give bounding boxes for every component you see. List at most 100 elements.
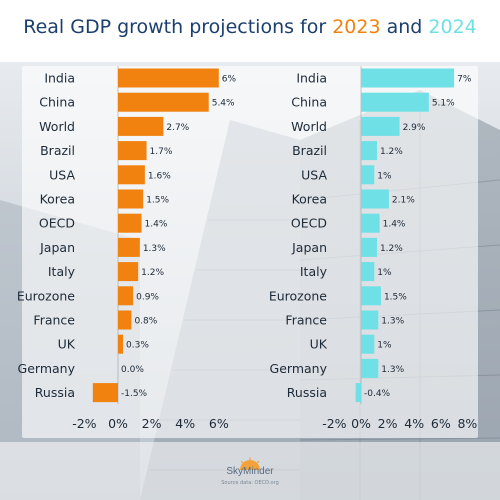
tick-label-2023-4: 6% [209, 416, 229, 431]
bar-2024-11 [361, 334, 375, 354]
value-label-2023-2: 2.7% [166, 123, 189, 133]
category-label-2023-12: Germany [18, 361, 76, 376]
category-label-2023-0: India [44, 71, 75, 86]
value-label-2023-3: 1.7% [150, 147, 173, 157]
bar-2024-5 [361, 189, 389, 209]
value-label-2024-2: 2.9% [403, 123, 426, 133]
bar-2023-9 [118, 286, 134, 306]
value-label-2024-4: 1% [377, 171, 392, 181]
value-label-2023-10: 0.8% [134, 317, 157, 327]
tick-label-2024-5: 8% [457, 416, 477, 431]
category-label-2023-10: France [33, 313, 75, 328]
category-label-2023-11: UK [58, 337, 76, 352]
value-label-2024-6: 1.4% [383, 220, 406, 230]
title-connector: and [380, 16, 429, 38]
value-label-2023-8: 1.2% [141, 268, 164, 278]
title-year-2023: 2023 [332, 16, 381, 38]
bar-2023-4 [118, 165, 145, 185]
value-label-2024-10: 1.3% [381, 317, 404, 327]
value-label-2024-5: 2.1% [392, 196, 415, 206]
value-label-2024-8: 1% [377, 268, 392, 278]
value-label-2023-13: -1.5% [121, 389, 148, 399]
category-label-2023-1: China [39, 95, 75, 110]
category-label-2024-10: France [285, 313, 327, 328]
category-label-2023-9: Eurozone [17, 288, 75, 303]
tick-label-2024-3: 4% [404, 416, 424, 431]
category-label-2023-6: OECD [39, 216, 75, 231]
category-label-2023-13: Russia [35, 385, 75, 400]
value-label-2024-12: 1.3% [381, 365, 404, 375]
chart-2023: India 6% China 5.4% World 2.7% Brazil 1.7% USA 1.… [17, 66, 237, 431]
value-label-2023-11: 0.3% [126, 341, 149, 351]
bar-2024-9 [361, 286, 381, 306]
bar-2024-6 [361, 213, 380, 233]
bar-2024-7 [361, 237, 377, 257]
bar-2023-8 [118, 262, 139, 282]
value-label-2023-12: 0.0% [121, 365, 144, 375]
value-label-2024-13: -0.4% [364, 389, 391, 399]
tick-label-2023-3: 4% [175, 416, 195, 431]
bar-2024-8 [361, 262, 375, 282]
bar-2024-10 [361, 310, 379, 330]
tick-label-2023-2: 2% [142, 416, 162, 431]
bar-2023-7 [118, 237, 140, 257]
bar-2024-3 [361, 141, 377, 161]
category-label-2023-7: Japan [39, 240, 75, 255]
tick-label-2024-4: 6% [431, 416, 451, 431]
category-label-2024-5: Korea [292, 192, 327, 207]
tick-label-2024-2: 2% [378, 416, 398, 431]
bar-2024-2 [361, 116, 400, 136]
chart-title: Real GDP growth projections for 2023 and… [0, 16, 500, 38]
brand-name: SkyMinder [226, 466, 274, 477]
chart-2024: India 7% China 5.1% World 2.9% Brazil 1.2% USA 1%… [269, 66, 477, 431]
value-label-2023-5: 1.5% [146, 196, 169, 206]
value-label-2023-9: 0.9% [136, 292, 159, 302]
sun-logo-icon [225, 456, 275, 492]
tick-label-2023-0: -2% [72, 416, 96, 431]
value-label-2023-4: 1.6% [148, 171, 171, 181]
value-label-2024-11: 1% [377, 341, 392, 351]
category-label-2023-5: Korea [40, 192, 75, 207]
value-label-2024-1: 5.1% [432, 99, 455, 109]
bar-2023-5 [118, 189, 144, 209]
category-label-2024-11: UK [310, 337, 328, 352]
bar-2024-0 [361, 68, 455, 88]
bar-2023-3 [118, 141, 147, 161]
value-label-2023-7: 1.3% [143, 244, 166, 254]
value-label-2023-1: 5.4% [212, 99, 235, 109]
category-label-2024-13: Russia [287, 385, 327, 400]
category-label-2023-4: USA [49, 167, 75, 182]
category-label-2024-1: China [291, 95, 327, 110]
bar-2024-1 [361, 92, 429, 112]
value-label-2023-0: 6% [222, 75, 237, 85]
category-label-2024-4: USA [301, 167, 327, 182]
chart-panel [22, 66, 478, 438]
footer [0, 442, 500, 500]
category-label-2024-0: India [296, 71, 327, 86]
bar-2023-11 [118, 334, 124, 354]
tick-label-2024-0: -2% [322, 416, 346, 431]
category-label-2023-3: Brazil [40, 143, 75, 158]
value-label-2023-6: 1.4% [145, 220, 168, 230]
bar-2023-1 [118, 92, 209, 112]
category-label-2024-2: World [291, 119, 327, 134]
bar-2024-12 [361, 358, 379, 378]
category-label-2024-8: Italy [300, 264, 328, 279]
bar-2023-10 [118, 310, 132, 330]
bar-2024-13 [355, 383, 361, 403]
bar-2023-13 [92, 383, 118, 403]
tick-label-2023-1: 0% [108, 416, 128, 431]
bar-2023-0 [118, 68, 219, 88]
bar-2024-4 [361, 165, 375, 185]
title-year-2024: 2024 [428, 16, 477, 38]
value-label-2024-9: 1.5% [384, 292, 407, 302]
category-label-2024-12: Germany [270, 361, 328, 376]
category-label-2023-8: Italy [48, 264, 76, 279]
source-note: Source data: OECD.org [221, 480, 279, 486]
title-prefix: Real GDP growth projections for [23, 16, 333, 38]
value-label-2024-0: 7% [457, 75, 472, 85]
bar-2023-2 [118, 116, 164, 136]
title-bar: Real GDP growth projections for 2023 and… [0, 0, 500, 62]
category-label-2024-9: Eurozone [269, 288, 327, 303]
